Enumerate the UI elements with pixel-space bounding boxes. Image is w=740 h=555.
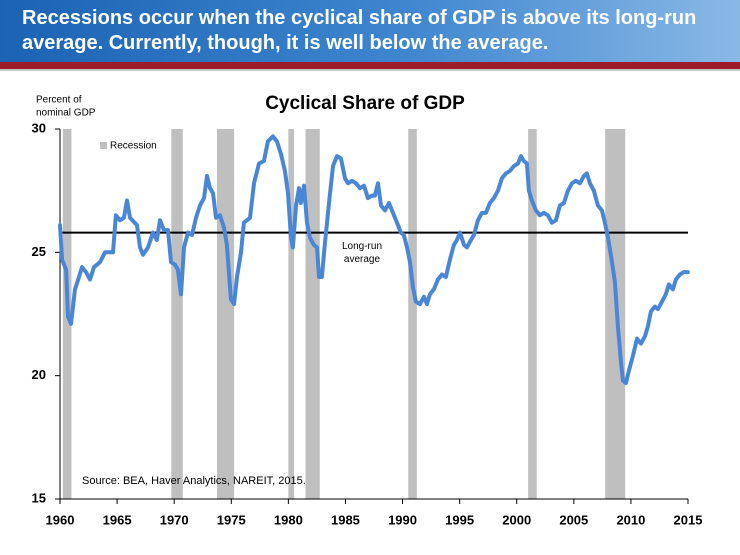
y-tick-label: 30 (32, 120, 46, 135)
x-tick-label: 1985 (331, 512, 360, 527)
x-tick-label: 1965 (103, 512, 132, 527)
x-tick-label: 2015 (674, 512, 703, 527)
x-tick-label: 1980 (274, 512, 303, 527)
x-tick-label: 2000 (502, 512, 531, 527)
source-note: Source: BEA, Haver Analytics, NAREIT, 20… (82, 475, 306, 487)
y-tick-label: 20 (32, 367, 46, 382)
recession-band (217, 129, 235, 499)
long-run-label: average (344, 254, 381, 265)
legend-label: Recession (110, 141, 157, 152)
slide-title: Recessions occur when the cyclical share… (22, 7, 697, 54)
recession-band (408, 129, 417, 499)
recession-band (305, 129, 320, 499)
header-band (0, 0, 740, 62)
y-tick-label: 15 (32, 490, 46, 505)
recession-band (288, 129, 295, 499)
x-tick-label: 1995 (445, 512, 474, 527)
data-line (58, 134, 690, 386)
recession-band (528, 129, 537, 499)
x-tick-label: 1970 (160, 512, 189, 527)
y-tick-label: 25 (32, 244, 46, 259)
x-tick-label: 1990 (388, 512, 417, 527)
x-tick-label: 2005 (559, 512, 588, 527)
y-axis-label: nominal GDP (36, 108, 96, 119)
chart-title: Cyclical Share of GDP (265, 93, 465, 114)
x-tick-label: 1975 (217, 512, 246, 527)
x-tick-label: 2010 (616, 512, 645, 527)
header-stripe (0, 62, 740, 71)
recession-band (171, 129, 183, 499)
long-run-label: Long-run (342, 241, 382, 252)
y-axis-label: Percent of (36, 95, 82, 106)
x-tick-label: 1960 (46, 512, 75, 527)
legend-swatch (100, 142, 107, 149)
